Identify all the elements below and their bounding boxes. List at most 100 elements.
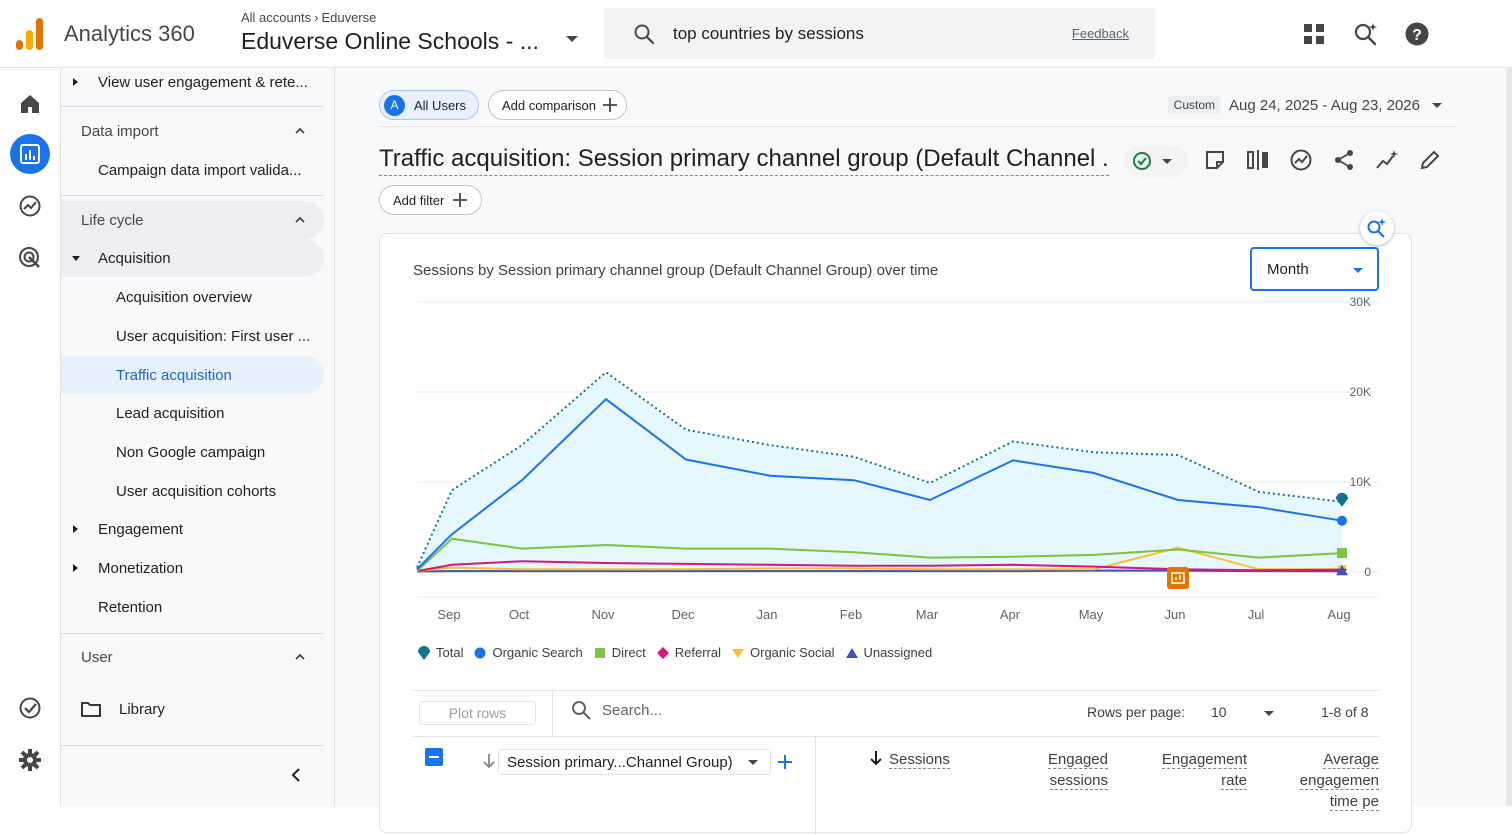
advertising-icon[interactable] [10, 238, 50, 278]
settings-icon[interactable] [10, 740, 50, 780]
legend-item-organic-social[interactable]: Organic Social [731, 645, 835, 660]
table-search[interactable]: Search... [570, 699, 662, 721]
nav-item-user-acquisition-cohorts[interactable]: User acquisition cohorts [116, 482, 277, 500]
legend-item-unassigned[interactable]: Unassigned [845, 645, 933, 660]
report-navigation: View user engagement & rete... Data impo… [61, 68, 335, 806]
anomaly-icon[interactable] [1373, 146, 1401, 174]
feedback-link[interactable]: Feedback [1071, 26, 1129, 41]
add-comparison-button[interactable]: Add comparison [488, 90, 627, 120]
rows-per-page-select[interactable]: 10 [1211, 704, 1227, 720]
section-user[interactable]: User [61, 638, 324, 676]
nav-item-traffic-acquisition[interactable]: Traffic acquisition [61, 356, 324, 394]
nav-item-monetization[interactable]: Monetization [61, 549, 324, 587]
check-circle-icon [1133, 152, 1151, 170]
select-all-checkbox[interactable] [425, 748, 443, 766]
edit-note-icon[interactable] [1201, 146, 1229, 174]
insights-icon[interactable] [1287, 146, 1315, 174]
caret-down-icon[interactable] [566, 36, 578, 42]
column-header-engaged-sessions[interactable]: Engaged sessions [1033, 749, 1108, 791]
table-search-input[interactable]: Search... [602, 701, 663, 719]
sort-down-icon[interactable] [482, 753, 496, 769]
main-content: A All Users Add comparison Custom Aug 24… [335, 68, 1512, 835]
add-dimension-plus-icon[interactable] [778, 755, 792, 769]
admin-check-icon[interactable] [10, 688, 50, 728]
nav-item-acquisition[interactable]: Acquisition [61, 239, 324, 277]
series-end-marker-unassigned [1336, 565, 1348, 576]
plus-icon [453, 193, 468, 207]
caret-down-icon[interactable] [1264, 711, 1274, 716]
compare-icon[interactable] [1244, 146, 1272, 174]
share-icon[interactable] [1330, 146, 1358, 174]
legend-item-referral[interactable]: Referral [656, 645, 721, 660]
property-selector[interactable]: Eduverse Online Schools - ... [241, 28, 539, 54]
date-range-text: Aug 24, 2025 - Aug 23, 2026 [1229, 96, 1420, 114]
segment-chip-all-users[interactable]: A All Users [379, 90, 479, 120]
search-insights-icon[interactable] [1352, 20, 1380, 48]
x-tick-label: Dec [671, 607, 695, 622]
search-bar[interactable]: top countries by sessions Feedback [604, 8, 1155, 59]
nav-item-engagement[interactable]: Engagement [61, 510, 324, 548]
help-icon[interactable]: ? [1403, 20, 1431, 48]
collapse-nav-icon[interactable] [289, 767, 303, 783]
section-data-import[interactable]: Data import [61, 112, 324, 150]
y-tick-label: 30K [1350, 295, 1371, 309]
reports-icon[interactable] [10, 134, 50, 174]
column-header-avg-engagement-time[interactable]: Average engagemen time pe [1283, 749, 1379, 812]
chart-title: Sessions by Session primary channel grou… [413, 262, 939, 279]
divider [61, 106, 324, 107]
granularity-select[interactable]: Month [1250, 247, 1379, 291]
analytics-logo[interactable] [16, 18, 46, 50]
legend-item-total[interactable]: Total [417, 645, 463, 660]
nav-item-acquisition-overview[interactable]: Acquisition overview [116, 288, 252, 306]
nav-item-non-google-campaign[interactable]: Non Google campaign [116, 443, 266, 461]
legend-item-direct[interactable]: Direct [593, 645, 646, 660]
add-filter-button[interactable]: Add filter [379, 185, 482, 215]
line-chart[interactable]: 30K 20K 10K 0 Sep Oct Nov Dec Jan Feb Mar Apr May Jun… [380, 292, 1380, 642]
apps-grid-icon[interactable] [1300, 20, 1328, 48]
series-line-organic-search[interactable] [416, 397, 1343, 571]
section-lifecycle[interactable]: Life cycle [61, 201, 324, 239]
column-header-engagement-rate[interactable]: Engagement rate [1153, 749, 1247, 791]
legend-item-organic-search[interactable]: Organic Search [473, 645, 583, 660]
annotation-icon[interactable] [1167, 567, 1189, 589]
breadcrumb[interactable]: All accounts › Eduverse [241, 10, 376, 25]
nav-item-library[interactable]: Library [61, 690, 324, 728]
expand-arrow-icon [73, 78, 78, 86]
column-header-sessions[interactable]: Sessions [869, 749, 950, 770]
legend-label: Organic Search [492, 645, 583, 660]
legend-label: Unassigned [863, 645, 933, 660]
plot-rows-button[interactable]: Plot rows [419, 701, 536, 725]
series-line-organic-social[interactable] [416, 546, 1342, 573]
dimension-selector[interactable]: Session primary...Channel Group) [498, 749, 771, 775]
legend-marker-icon [593, 646, 607, 660]
x-tick-label: Aug [1327, 607, 1350, 622]
nav-item-user-acquisition[interactable]: User acquisition: First user ... [116, 327, 311, 345]
nav-item-user-engagement[interactable]: View user engagement & rete... [61, 68, 324, 101]
breadcrumb-account[interactable]: Eduverse [321, 10, 377, 25]
add-filter-label: Add filter [393, 192, 445, 208]
caret-down-icon [748, 760, 758, 765]
breadcrumb-root[interactable]: All accounts [241, 10, 312, 25]
series-line-direct[interactable] [416, 537, 1343, 572]
legend-label: Direct [611, 645, 646, 660]
date-range-picker[interactable]: Custom Aug 24, 2025 - Aug 23, 2026 [1167, 96, 1442, 114]
explore-icon[interactable] [10, 186, 50, 226]
column-sessions-label: Sessions [889, 751, 950, 769]
page-scrollbar[interactable] [1506, 68, 1512, 806]
search-input[interactable]: top countries by sessions [673, 24, 864, 43]
top-bar: Analytics 360 All accounts › Eduverse Eduv… [0, 0, 1512, 68]
rows-per-page-label: Rows per page: [1087, 704, 1186, 720]
x-tick-label: Apr [1000, 607, 1021, 622]
nav-item-retention[interactable]: Retention [98, 598, 163, 616]
nav-item-lead-acquisition[interactable]: Lead acquisition [116, 404, 225, 422]
ai-insights-button[interactable] [1360, 211, 1394, 245]
legend-marker-icon [656, 646, 670, 660]
x-tick-label: May [1079, 607, 1104, 622]
report-status-button[interactable] [1124, 145, 1188, 177]
customize-pencil-icon[interactable] [1416, 146, 1444, 174]
home-icon[interactable] [10, 84, 50, 124]
series-line-unassigned[interactable] [416, 569, 1343, 573]
legend-label: Organic Social [750, 645, 835, 660]
report-title[interactable]: Traffic acquisition: Session primary cha… [379, 145, 1109, 176]
nav-item-campaign-data-import[interactable]: Campaign data import valida... [98, 161, 302, 179]
